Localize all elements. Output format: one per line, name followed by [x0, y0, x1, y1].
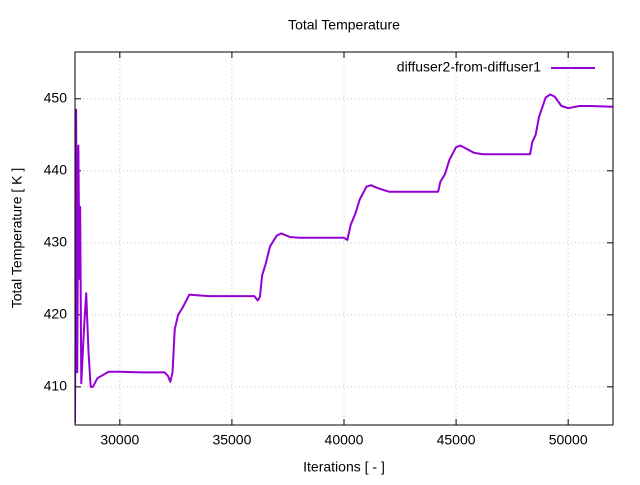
x-tick-label: 50000	[549, 432, 588, 448]
x-axis-label: Iterations [ - ]	[303, 459, 385, 475]
y-tick-label: 450	[44, 90, 68, 106]
chart-title: Total Temperature	[288, 17, 400, 33]
x-tick-label: 45000	[437, 432, 476, 448]
y-tick-label: 430	[44, 234, 68, 250]
plot-border	[74, 51, 614, 426]
plot-layer: 410 420 430 440 450 30000 35000 40000 45000 50000…	[44, 52, 613, 448]
data-line	[75, 93, 613, 423]
y-tick-label: 410	[44, 378, 68, 394]
y-tick-label: 420	[44, 306, 68, 322]
x-tick-label: 35000	[212, 432, 251, 448]
y-tick-label: 440	[44, 162, 68, 178]
x-tick-label: 30000	[100, 432, 139, 448]
x-tick-label: 40000	[325, 432, 364, 448]
y-axis-label: Total Temperature [ K ]	[9, 168, 25, 309]
legend-label: diffuser2-from-diffuser1	[397, 59, 541, 75]
